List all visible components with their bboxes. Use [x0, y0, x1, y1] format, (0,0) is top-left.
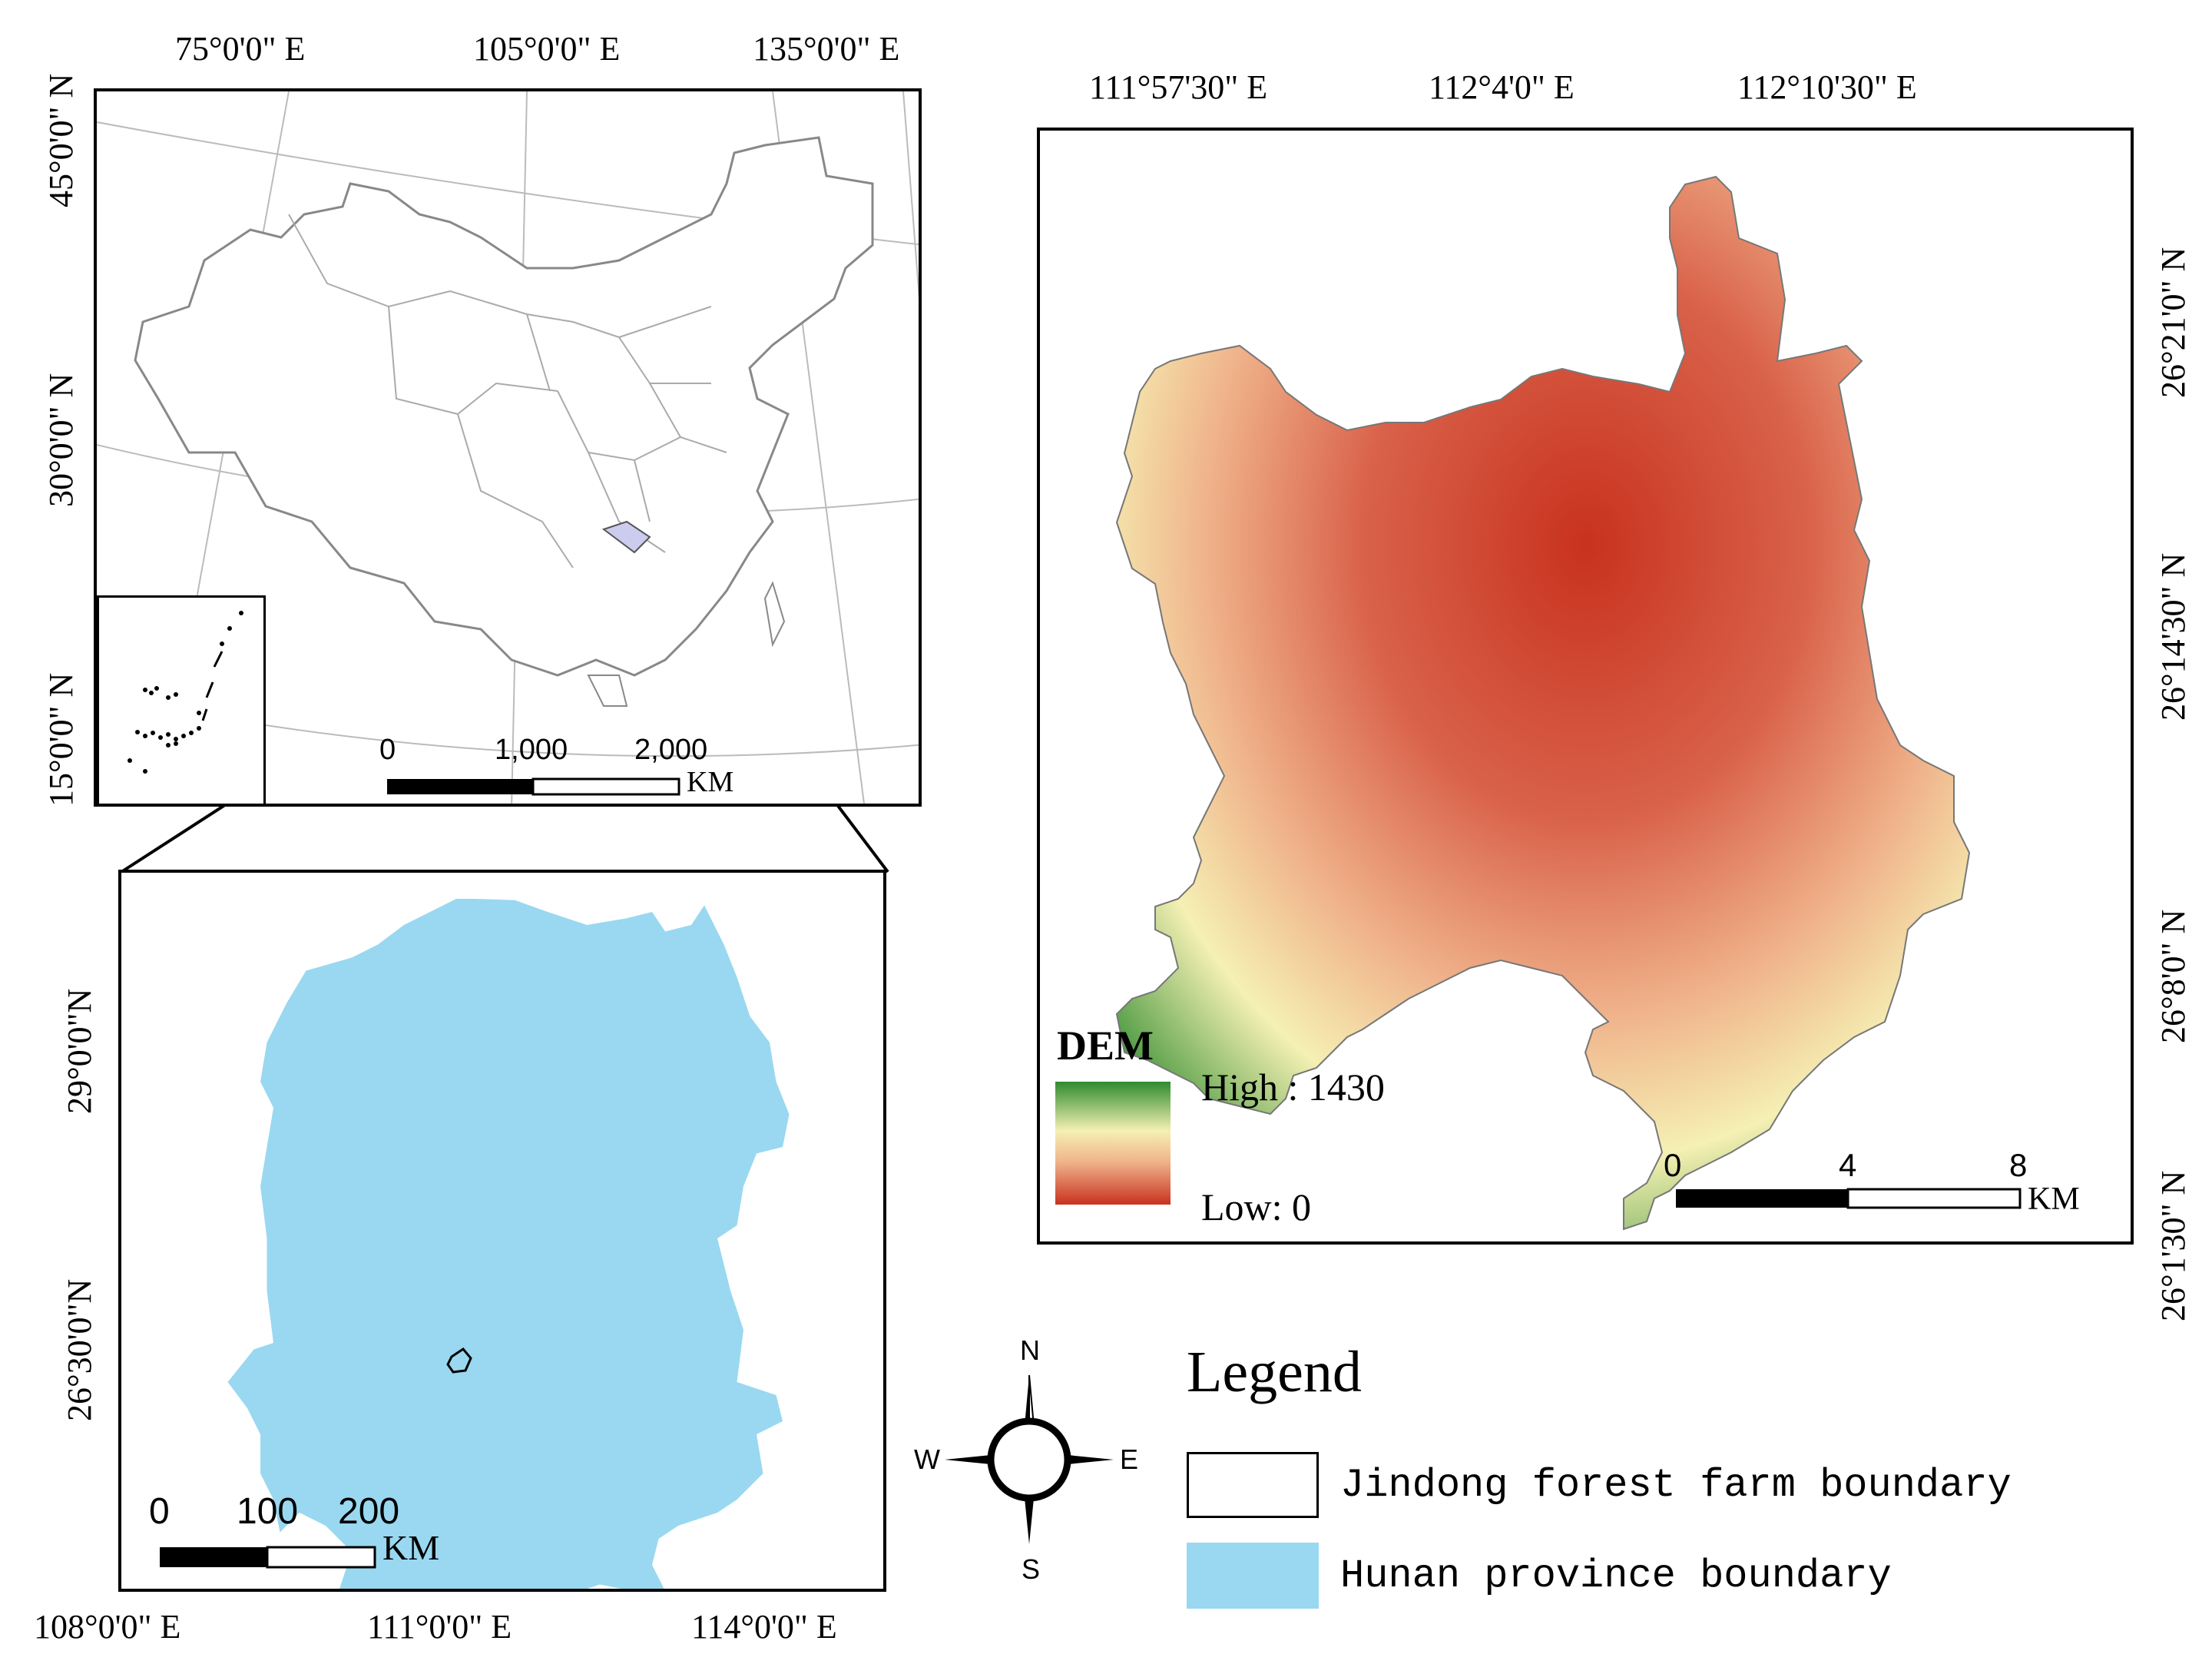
dem-lat-label-3: 26°8'0" N: [2154, 909, 2192, 1043]
compass-s: S: [1022, 1553, 1041, 1585]
hunan-lat-label-26-30: 26°30'0"N: [61, 1278, 98, 1421]
compass-n: N: [1020, 1334, 1040, 1366]
compass-rose-icon: [945, 1374, 1114, 1544]
hunan-lon-label-111: 111°0'0" E: [367, 1608, 512, 1646]
dem-lat-label-4: 26°1'30" N: [2154, 1170, 2192, 1321]
china-lon-label-135: 135°0'0" E: [753, 30, 900, 68]
legend-label-jindong: Jindong forest farm boundary: [1340, 1463, 2012, 1508]
china-map-frame: 0 1,000 2,000 KM: [94, 88, 922, 807]
south-china-sea-inset: [97, 595, 266, 804]
china-scale-tick-2: 2,000: [634, 734, 708, 766]
china-scale-unit: KM: [687, 766, 734, 798]
hunan-province-shape: [160, 899, 790, 1589]
dem-scale-tick-8: 8: [2009, 1147, 2028, 1183]
hunan-map-frame: 0 100 200 KM: [118, 870, 886, 1592]
dem-lon-label-2: 112°4'0" E: [1429, 68, 1575, 106]
hunan-lat-label-29: 29°0'0"N: [61, 988, 98, 1114]
legend-swatch-jindong: [1187, 1452, 1319, 1518]
china-lat-label-15: 15°0'0" N: [42, 672, 80, 807]
dem-legend-low: Low: 0: [1201, 1185, 1312, 1228]
china-lon-label-105: 105°0'0" E: [473, 30, 621, 68]
hunan-scale-tick-0: 0: [149, 1491, 170, 1532]
china-lat-label-45: 45°0'0" N: [42, 73, 80, 207]
china-scale-tick-1: 1,000: [495, 734, 568, 766]
dem-map-frame: DEM High : 1430 Low: 0 0 4 8 KM: [1037, 128, 2134, 1245]
north-arrow-compass: N S E W: [914, 1337, 1144, 1590]
dem-legend-high: High : 1430: [1201, 1066, 1385, 1109]
dem-scale-tick-0: 0: [1664, 1147, 1682, 1183]
hunan-scale-tick-200: 200: [338, 1491, 400, 1532]
dem-elevation-shape: [1055, 175, 2022, 1231]
china-outline: [134, 136, 874, 707]
compass-w: W: [914, 1444, 940, 1475]
compass-e: E: [1120, 1444, 1139, 1475]
hunan-lon-label-114: 114°0'0" E: [691, 1608, 837, 1646]
hunan-scale-unit: KM: [382, 1528, 440, 1567]
legend-title: Legend: [1187, 1340, 1362, 1404]
hunan-scale-tick-100: 100: [237, 1491, 299, 1532]
hunan-lon-label-108: 108°0'0" E: [34, 1608, 181, 1646]
china-scale-bar: [387, 777, 680, 796]
map-legend: Legend Jindong forest farm boundary Huna…: [1187, 1343, 2185, 1612]
dem-scale-tick-4: 4: [1839, 1147, 1857, 1183]
dem-lat-label-2: 26°14'30" N: [2154, 552, 2192, 721]
dem-legend-title: DEM: [1057, 1023, 1154, 1069]
dem-scale-unit: KM: [2028, 1182, 2080, 1217]
china-lon-label-75: 75°0'0" E: [175, 30, 306, 68]
dem-lon-label-1: 111°57'30" E: [1089, 68, 1268, 106]
china-scale-tick-0: 0: [379, 734, 396, 766]
legend-label-hunan: Hunan province boundary: [1340, 1553, 1892, 1599]
legend-swatch-hunan: [1187, 1543, 1319, 1609]
china-lat-label-30: 30°0'0" N: [42, 373, 80, 507]
dem-lon-label-3: 112°10'30" E: [1737, 68, 1917, 106]
dem-lat-label-1: 26°21'0" N: [2154, 247, 2192, 398]
